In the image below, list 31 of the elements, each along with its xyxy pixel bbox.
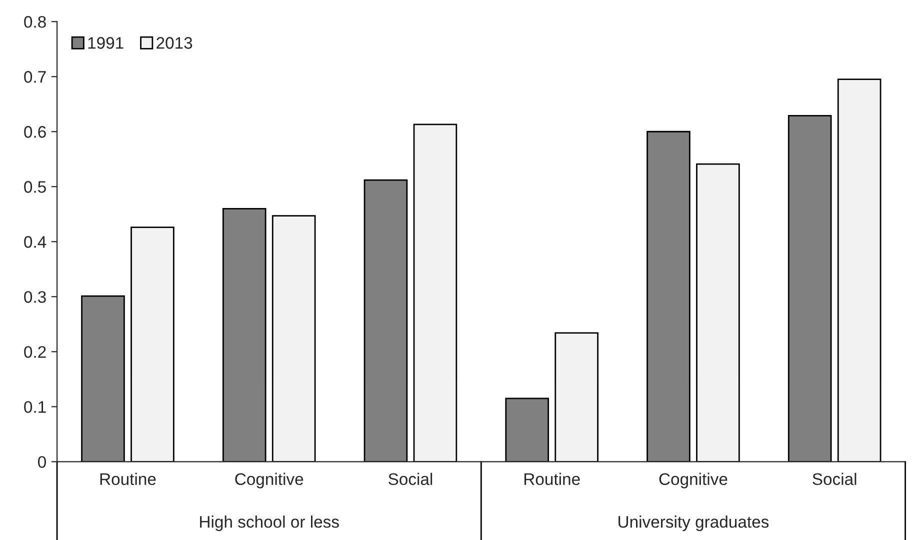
y-tick-label: 0.4 [24,236,46,248]
bar [81,295,125,462]
bar [222,208,266,462]
bar [413,124,458,462]
bar [364,179,408,462]
x-tick-label: Cognitive [235,472,304,488]
bar [837,78,882,462]
y-tick-label: 0.7 [24,71,46,83]
y-tick-label: 0.3 [24,291,46,303]
x-tick-label: Social [812,472,856,486]
text: University graduates [618,516,769,532]
x-tick-label: Social [388,472,432,486]
bar [788,114,832,462]
legend-label: 1991 [88,37,124,49]
bar [272,215,316,462]
bar [505,398,550,462]
x-tick-label: Routine [100,472,156,486]
legend-label: 2013 [156,37,192,49]
y-tick-label: 0.6 [24,126,46,138]
x-tick-label: Routine [524,472,580,486]
bar [646,130,690,462]
y-tick-label: 0.1 [24,401,46,413]
y-tick-label: 0.5 [24,181,46,193]
y-tick-label: 0.8 [24,16,46,28]
x-tick-label: Cognitive [659,472,728,488]
y-tick-label: 0.2 [24,346,46,358]
bar [554,332,598,462]
y-tick-label: 0 [38,456,46,468]
text: High school or less [200,516,339,532]
bar [696,163,740,462]
bar [130,226,174,462]
